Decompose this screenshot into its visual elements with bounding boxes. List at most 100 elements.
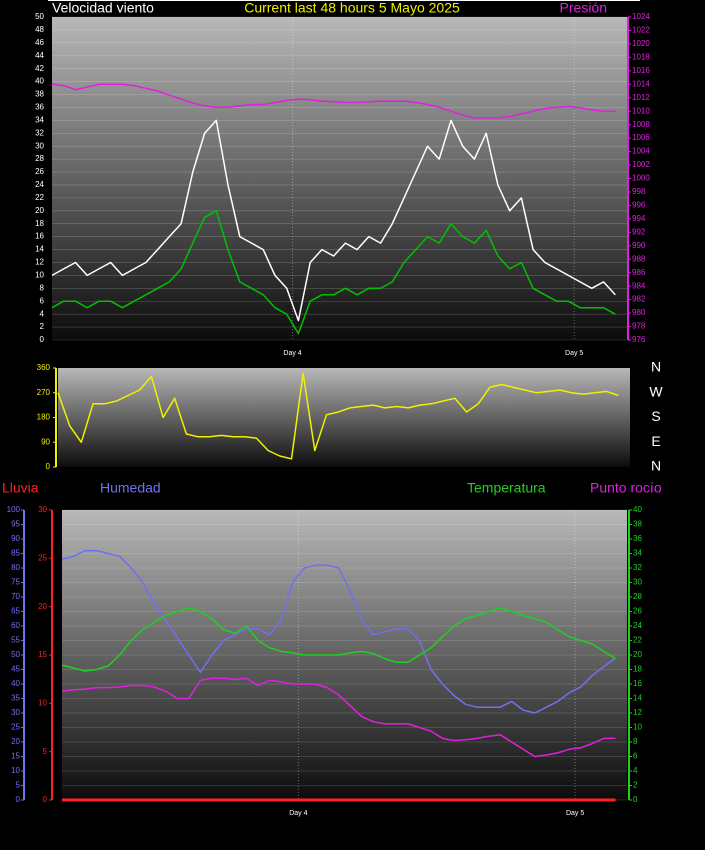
tick-label: 978 [632,322,646,331]
data-line [61,549,616,714]
tick-label: 1014 [632,79,650,88]
tick-label: 32 [35,128,44,137]
tick-label: 10 [11,766,20,775]
x-tick-label: Day 5 [565,350,583,357]
tick-label: E [651,433,660,449]
tick-label: 1020 [632,39,650,48]
tick-label: 30 [633,578,642,587]
tick-label: 1002 [632,160,650,169]
tick-label: 34 [633,549,642,558]
tick-label: 5 [43,747,48,756]
tick-label: 20 [35,206,44,215]
tick-label: 65 [11,607,20,616]
tick-label: 90 [41,437,50,446]
tick-label: 85 [11,549,20,558]
tick-label: 30 [11,708,20,717]
tick-label: 35 [11,694,20,703]
tick-label: 34 [35,115,44,124]
tick-label: 988 [632,254,646,263]
tick-label: 0 [46,462,51,471]
x-tick-label: Day 4 [283,350,301,357]
data-line [51,210,616,335]
legend-entry: Presión [560,0,607,16]
plot-area [62,510,627,800]
tick-label: N [651,458,661,474]
plot-area [52,17,627,340]
tick-label: 70 [11,592,20,601]
tick-label: S [651,408,660,424]
tick-label: 14 [633,694,642,703]
tick-label: 1010 [632,106,650,115]
tick-label: 2 [40,322,45,331]
tick-label: 16 [633,679,642,688]
tick-label: W [649,383,663,399]
tick-label: 26 [35,167,44,176]
tick-label: 10 [35,271,44,280]
tick-label: 5 [16,781,21,790]
legend-entry: Punto rocío [590,480,662,496]
tick-label: 90 [11,534,20,543]
tick-label: 0 [40,335,45,344]
x-tick-label: Day 4 [289,810,307,817]
tick-label: 44 [35,51,44,60]
tick-label: 1022 [632,26,650,35]
tick-label: 18 [633,665,642,674]
tick-label: 18 [35,219,44,228]
tick-label: 980 [632,308,646,317]
chart-title: Current last 48 hours 5 Mayo 2025 [244,0,460,16]
tick-label: 25 [11,723,20,732]
tick-label: 994 [632,214,646,223]
tick-label: 976 [632,335,646,344]
tick-label: 992 [632,227,646,236]
tick-label: 25 [38,553,47,562]
tick-label: 0 [633,795,638,804]
tick-label: 180 [37,413,51,422]
tick-label: 38 [35,90,44,99]
tick-label: 360 [37,363,51,372]
tick-label: N [651,359,661,375]
tick-label: 14 [35,245,44,254]
tick-label: 32 [633,563,642,572]
tick-label: 40 [11,679,20,688]
tick-label: 60 [11,621,20,630]
tick-label: 36 [35,103,44,112]
tick-label: 45 [11,665,20,674]
tick-label: 12 [633,708,642,717]
tick-label: 984 [632,281,646,290]
tick-label: 1000 [632,174,650,183]
tick-label: 50 [35,12,44,21]
tick-label: 40 [35,77,44,86]
tick-label: 38 [633,520,642,529]
tick-label: 4 [40,309,45,318]
tick-label: 95 [11,520,20,529]
tick-label: 6 [40,296,45,305]
tick-label: 20 [11,737,20,746]
plot-area [58,368,630,467]
tick-label: 24 [35,180,44,189]
tick-label: 982 [632,295,646,304]
tick-label: 1024 [632,12,650,21]
data-line [61,677,616,758]
tick-label: 6 [633,752,638,761]
tick-label: 30 [35,141,44,150]
tick-label: 26 [633,607,642,616]
tick-label: 986 [632,268,646,277]
tick-label: 22 [633,636,642,645]
tick-label: 1006 [632,133,650,142]
tick-label: 1016 [632,66,650,75]
tick-label: 16 [35,232,44,241]
tick-label: 1004 [632,147,650,156]
tick-label: 8 [633,737,638,746]
tick-label: 8 [40,283,45,292]
tick-label: 2 [633,781,638,790]
tick-label: 75 [11,578,20,587]
tick-label: 50 [11,650,20,659]
tick-label: 1018 [632,52,650,61]
legend-entry: Temperatura [467,480,546,496]
tick-label: 0 [16,795,21,804]
tick-label: 48 [35,25,44,34]
tick-label: 24 [633,621,642,630]
tick-label: 990 [632,241,646,250]
tick-label: 42 [35,64,44,73]
